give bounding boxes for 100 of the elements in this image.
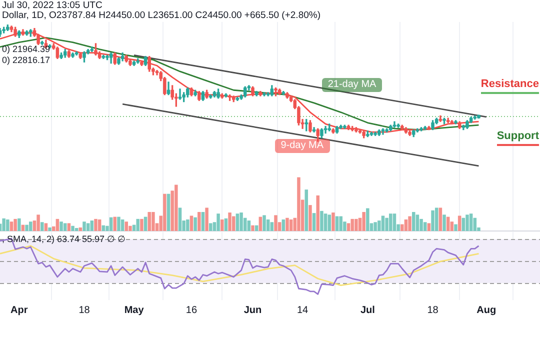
bar xyxy=(289,219,293,231)
bar xyxy=(71,226,74,231)
bar xyxy=(262,215,266,231)
bar xyxy=(392,214,396,231)
bar xyxy=(198,212,201,231)
bar xyxy=(434,208,438,231)
bar xyxy=(124,222,128,231)
bar xyxy=(228,212,232,231)
bar xyxy=(423,222,427,231)
bar xyxy=(82,222,86,231)
bar xyxy=(408,216,412,231)
bar xyxy=(174,184,178,231)
bar xyxy=(354,218,358,231)
x-tick-label: Jun xyxy=(244,304,262,316)
chart-title: Dollar, 1D, O23787.84 H24450.00 L23651.00 C24450.00 +665.50 (+2.80%) xyxy=(2,10,320,21)
x-tick-label: Jul xyxy=(360,304,376,316)
bar xyxy=(144,216,148,231)
bar xyxy=(63,223,67,231)
bar xyxy=(270,222,274,231)
bar xyxy=(194,217,197,231)
bar xyxy=(389,214,392,231)
series-label: 9-day MA xyxy=(274,139,330,154)
bar xyxy=(438,208,442,231)
annotation: 0) 21964.39 xyxy=(2,44,50,54)
bar xyxy=(335,216,339,231)
bar xyxy=(163,194,166,231)
bar xyxy=(446,216,450,231)
bar xyxy=(427,223,431,231)
bar xyxy=(247,220,251,231)
bar xyxy=(109,217,113,231)
bar xyxy=(190,216,194,231)
bar xyxy=(209,223,212,231)
bar xyxy=(431,210,434,231)
bar xyxy=(458,216,462,231)
chart-subtitle: Jul 30, 2022 13:05 UTC xyxy=(2,0,102,11)
bar xyxy=(312,213,316,231)
bar xyxy=(308,205,312,231)
bar xyxy=(178,208,182,231)
x-tick-label: 14 xyxy=(296,304,309,316)
bar xyxy=(339,216,342,231)
bar xyxy=(29,222,32,231)
bar xyxy=(240,212,243,231)
bar xyxy=(40,222,44,231)
bar xyxy=(136,218,140,231)
annotation: 0) 22816.17 xyxy=(2,55,50,65)
bar xyxy=(14,218,17,231)
bar xyxy=(374,222,377,231)
bar xyxy=(148,212,151,231)
bar xyxy=(94,218,98,231)
bar xyxy=(473,218,477,231)
bar xyxy=(454,224,458,231)
bar xyxy=(412,212,416,231)
bar xyxy=(462,218,466,231)
x-tick-label: 18 xyxy=(78,304,90,316)
x-tick-label: 16 xyxy=(186,304,198,316)
bar xyxy=(74,228,78,231)
bar xyxy=(232,216,236,231)
bar xyxy=(6,219,10,231)
bar xyxy=(304,190,308,231)
bar xyxy=(201,212,205,231)
bar xyxy=(236,214,240,231)
bar xyxy=(350,218,354,231)
bar xyxy=(205,208,208,231)
x-tick-label: 18 xyxy=(427,304,439,316)
bar xyxy=(420,218,423,231)
bar xyxy=(316,195,320,231)
bar xyxy=(274,215,278,231)
bar xyxy=(404,219,408,231)
bar xyxy=(86,223,90,231)
bar xyxy=(320,210,324,231)
bar xyxy=(362,212,366,231)
bar xyxy=(324,214,328,231)
bar xyxy=(216,214,220,231)
bar xyxy=(10,222,14,231)
bar xyxy=(258,216,262,231)
bar xyxy=(60,222,63,231)
bar xyxy=(90,220,94,231)
bar xyxy=(297,177,300,231)
bar xyxy=(251,225,254,231)
bar xyxy=(416,214,420,231)
bar xyxy=(286,218,289,231)
bar xyxy=(381,216,385,231)
bar xyxy=(117,216,120,231)
bar xyxy=(328,214,331,231)
bar xyxy=(442,214,446,231)
bar xyxy=(44,223,48,231)
x-tick-label: Apr xyxy=(10,304,28,316)
bar xyxy=(78,227,82,231)
bar xyxy=(113,216,117,231)
bar xyxy=(120,219,124,231)
bar xyxy=(25,224,28,231)
bar xyxy=(466,214,469,231)
bar xyxy=(282,219,286,231)
series-label: 21-day MA xyxy=(322,78,382,92)
annotation: Resistance xyxy=(480,78,539,94)
x-tick-label: May xyxy=(124,304,144,316)
bar xyxy=(140,218,144,231)
bar xyxy=(152,212,155,231)
bar xyxy=(332,212,335,231)
x-tick-label: Aug xyxy=(476,304,496,316)
